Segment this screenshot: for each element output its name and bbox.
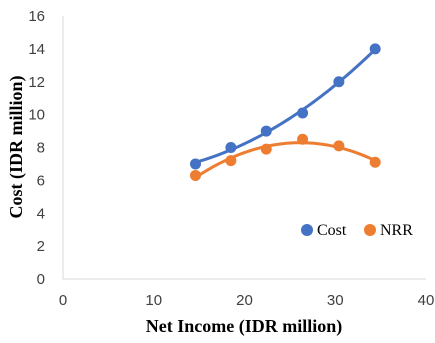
series-nrr [189, 133, 381, 181]
cost-point [189, 158, 201, 170]
cost-point [333, 76, 345, 88]
y-tick-label: 16 [28, 8, 45, 25]
cost-point [369, 43, 381, 55]
y-axis-title: Cost (IDR million) [6, 75, 27, 218]
y-tick-label: 12 [28, 74, 45, 91]
nrr-point [260, 143, 272, 155]
x-tick-label: 20 [236, 292, 253, 309]
y-axis-ticks: 0 2 4 6 8 10 12 14 16 [28, 8, 45, 288]
trendline-nrr [194, 141, 377, 180]
nrr-point [369, 156, 381, 168]
y-tick-label: 10 [28, 107, 45, 124]
x-tick-label: 0 [59, 292, 67, 309]
x-tick-label: 40 [418, 292, 435, 309]
trendline-cost [194, 47, 377, 164]
cost-point [260, 125, 272, 137]
y-tick-label: 2 [37, 238, 45, 255]
y-tick-label: 8 [37, 140, 45, 157]
legend-label-cost: Cost [317, 222, 347, 239]
y-tick-label: 0 [37, 271, 45, 288]
series-layer [189, 43, 381, 181]
legend-label-nrr: NRR [380, 222, 413, 239]
nrr-point [189, 169, 201, 181]
legend-marker-cost [301, 224, 313, 236]
x-axis-ticks: 0 10 20 30 40 [59, 292, 435, 309]
x-axis-title: Net Income (IDR million) [146, 316, 342, 337]
legend: Cost NRR [301, 222, 413, 239]
cost-point [297, 107, 309, 119]
nrr-point [333, 140, 345, 152]
y-tick-label: 4 [37, 205, 45, 222]
x-tick-label: 30 [327, 292, 344, 309]
legend-marker-nrr [364, 224, 376, 236]
x-tick-label: 10 [145, 292, 162, 309]
y-tick-label: 6 [37, 172, 45, 189]
y-tick-label: 14 [28, 41, 45, 58]
cost-point [225, 142, 237, 153]
nrr-point [297, 133, 309, 145]
nrr-point [225, 155, 237, 167]
series-cost [189, 43, 381, 170]
